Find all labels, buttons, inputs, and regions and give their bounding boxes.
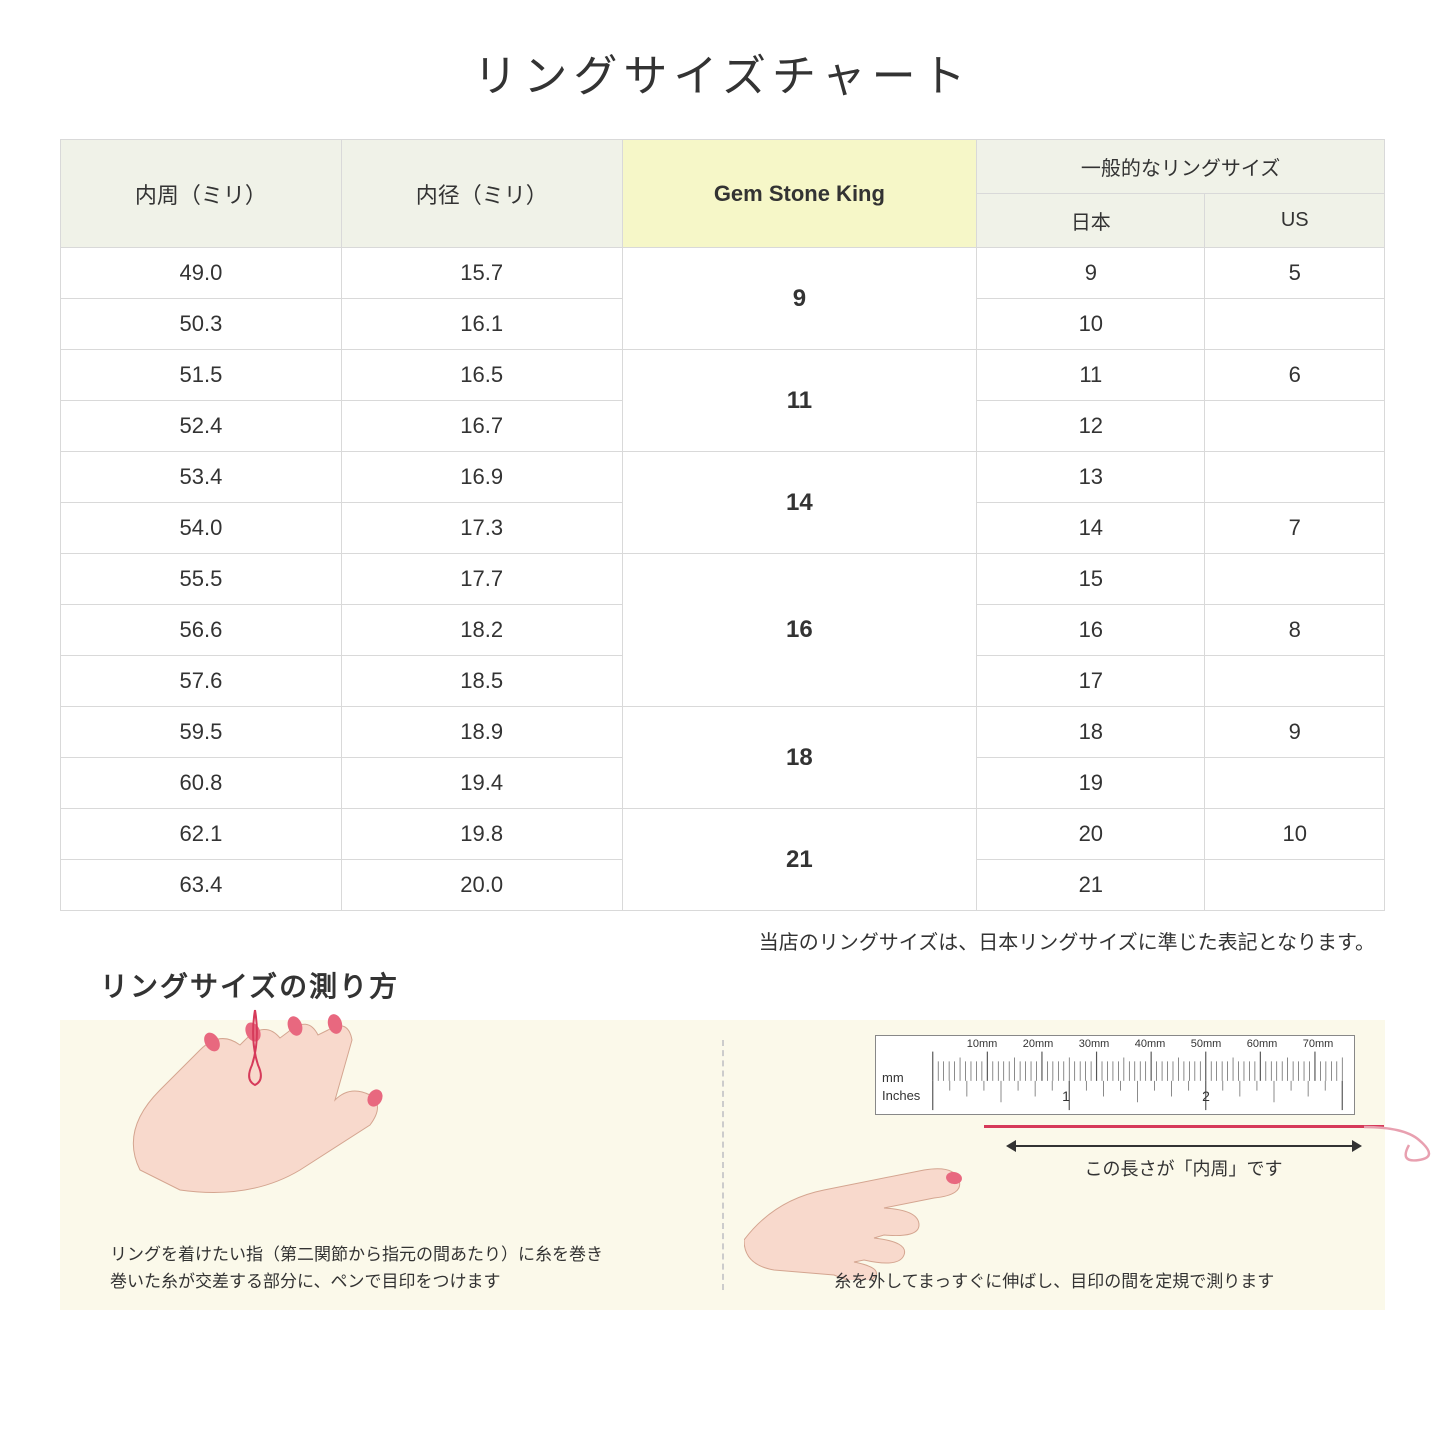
ring-size-table: 内周（ミリ） 内径（ミリ） Gem Stone King 一般的なリングサイズ …	[60, 139, 1385, 911]
cell-circumference: 60.8	[61, 758, 342, 809]
cell-us	[1205, 299, 1385, 350]
thread-curl	[1364, 1105, 1444, 1165]
hand-wrap-illustration	[100, 990, 420, 1210]
cell-diameter: 20.0	[341, 860, 622, 911]
right-caption: 糸を外してまっすぐに伸ばし、目印の間を定規で測ります	[774, 1268, 1336, 1295]
cell-us: 9	[1205, 707, 1385, 758]
cell-us	[1205, 554, 1385, 605]
cell-circumference: 56.6	[61, 605, 342, 656]
cell-diameter: 16.9	[341, 452, 622, 503]
cell-diameter: 19.8	[341, 809, 622, 860]
table-row: 53.416.91413	[61, 452, 1385, 503]
cell-us	[1205, 656, 1385, 707]
cell-circumference: 52.4	[61, 401, 342, 452]
table-row: 62.119.8212010	[61, 809, 1385, 860]
hand-point-illustration	[744, 1120, 984, 1280]
ruler-inch-mark: 1	[1062, 1088, 1070, 1104]
cell-japan: 12	[977, 401, 1205, 452]
cell-us: 5	[1205, 248, 1385, 299]
cell-diameter: 19.4	[341, 758, 622, 809]
cell-circumference: 51.5	[61, 350, 342, 401]
th-japan: 日本	[977, 194, 1205, 248]
cell-gsk: 18	[622, 707, 977, 809]
cell-japan: 21	[977, 860, 1205, 911]
cell-circumference: 63.4	[61, 860, 342, 911]
cell-diameter: 18.5	[341, 656, 622, 707]
table-row: 51.516.511116	[61, 350, 1385, 401]
left-caption-line1: リングを着けたい指（第二関節から指元の間あたり）に糸を巻き	[110, 1245, 603, 1264]
ruler-mm-mark: 20mm	[1023, 1038, 1054, 1050]
cell-circumference: 54.0	[61, 503, 342, 554]
ruler-mm-mark: 50mm	[1191, 1038, 1222, 1050]
cell-diameter: 18.2	[341, 605, 622, 656]
cell-gsk: 21	[622, 809, 977, 911]
ruler-mm-mark: 40mm	[1135, 1038, 1166, 1050]
cell-us	[1205, 452, 1385, 503]
cell-japan: 17	[977, 656, 1205, 707]
cell-us: 6	[1205, 350, 1385, 401]
ruler-mm-mark: 60mm	[1247, 1038, 1278, 1050]
cell-circumference: 50.3	[61, 299, 342, 350]
table-row: 49.015.7995	[61, 248, 1385, 299]
th-gsk: Gem Stone King	[622, 140, 977, 248]
ruler-mm-mark: 70mm	[1303, 1038, 1334, 1050]
howto-panel-right: mm Inches 10mm 20mm 30mm 40mm 50mm 60mm 70mm 1 2…	[724, 1020, 1386, 1310]
measure-arrow: この長さが「内周」です	[1004, 1145, 1364, 1181]
cell-japan: 18	[977, 707, 1205, 758]
table-note: 当店のリングサイズは、日本リングサイズに準じた表記となります。	[60, 926, 1385, 955]
ruler-inch-mark: 2	[1202, 1088, 1210, 1104]
th-circumference: 内周（ミリ）	[61, 140, 342, 248]
cell-gsk: 16	[622, 554, 977, 707]
cell-circumference: 53.4	[61, 452, 342, 503]
cell-japan: 20	[977, 809, 1205, 860]
cell-japan: 13	[977, 452, 1205, 503]
cell-gsk: 9	[622, 248, 977, 350]
th-us: US	[1205, 194, 1385, 248]
cell-circumference: 55.5	[61, 554, 342, 605]
howto-panel-left: リングを着けたい指（第二関節から指元の間あたり）に糸を巻き 巻いた糸が交差する部…	[60, 1020, 722, 1310]
cell-diameter: 18.9	[341, 707, 622, 758]
cell-japan: 10	[977, 299, 1205, 350]
cell-us	[1205, 401, 1385, 452]
cell-gsk: 14	[622, 452, 977, 554]
cell-us: 7	[1205, 503, 1385, 554]
cell-diameter: 17.3	[341, 503, 622, 554]
left-caption: リングを着けたい指（第二関節から指元の間あたり）に糸を巻き 巻いた糸が交差する部…	[110, 1241, 672, 1295]
cell-circumference: 59.5	[61, 707, 342, 758]
cell-japan: 9	[977, 248, 1205, 299]
cell-diameter: 16.5	[341, 350, 622, 401]
table-row: 55.517.71615	[61, 554, 1385, 605]
howto-section: リングを着けたい指（第二関節から指元の間あたり）に糸を巻き 巻いた糸が交差する部…	[60, 1020, 1385, 1310]
arrow-label: この長さが「内周」です	[1004, 1155, 1364, 1181]
cell-japan: 16	[977, 605, 1205, 656]
page-title: リングサイズチャート	[60, 40, 1385, 104]
ruler-mm-label: mm	[882, 1070, 904, 1085]
cell-gsk: 11	[622, 350, 977, 452]
ruler-in-label: Inches	[882, 1088, 920, 1103]
cell-diameter: 16.1	[341, 299, 622, 350]
cell-diameter: 17.7	[341, 554, 622, 605]
cell-us	[1205, 758, 1385, 809]
thread-line	[984, 1125, 1384, 1128]
table-row: 59.518.918189	[61, 707, 1385, 758]
cell-us: 8	[1205, 605, 1385, 656]
cell-diameter: 16.7	[341, 401, 622, 452]
cell-japan: 11	[977, 350, 1205, 401]
left-caption-line2: 巻いた糸が交差する部分に、ペンで目印をつけます	[110, 1272, 501, 1291]
cell-us	[1205, 860, 1385, 911]
cell-circumference: 62.1	[61, 809, 342, 860]
th-general: 一般的なリングサイズ	[977, 140, 1385, 194]
th-diameter: 内径（ミリ）	[341, 140, 622, 248]
cell-japan: 14	[977, 503, 1205, 554]
ruler-mm-mark: 10mm	[967, 1038, 998, 1050]
cell-circumference: 57.6	[61, 656, 342, 707]
cell-diameter: 15.7	[341, 248, 622, 299]
ruler-mm-mark: 30mm	[1079, 1038, 1110, 1050]
ruler-illustration: mm Inches 10mm 20mm 30mm 40mm 50mm 60mm 70mm 1 2	[875, 1035, 1355, 1115]
cell-us: 10	[1205, 809, 1385, 860]
cell-circumference: 49.0	[61, 248, 342, 299]
cell-japan: 15	[977, 554, 1205, 605]
cell-japan: 19	[977, 758, 1205, 809]
